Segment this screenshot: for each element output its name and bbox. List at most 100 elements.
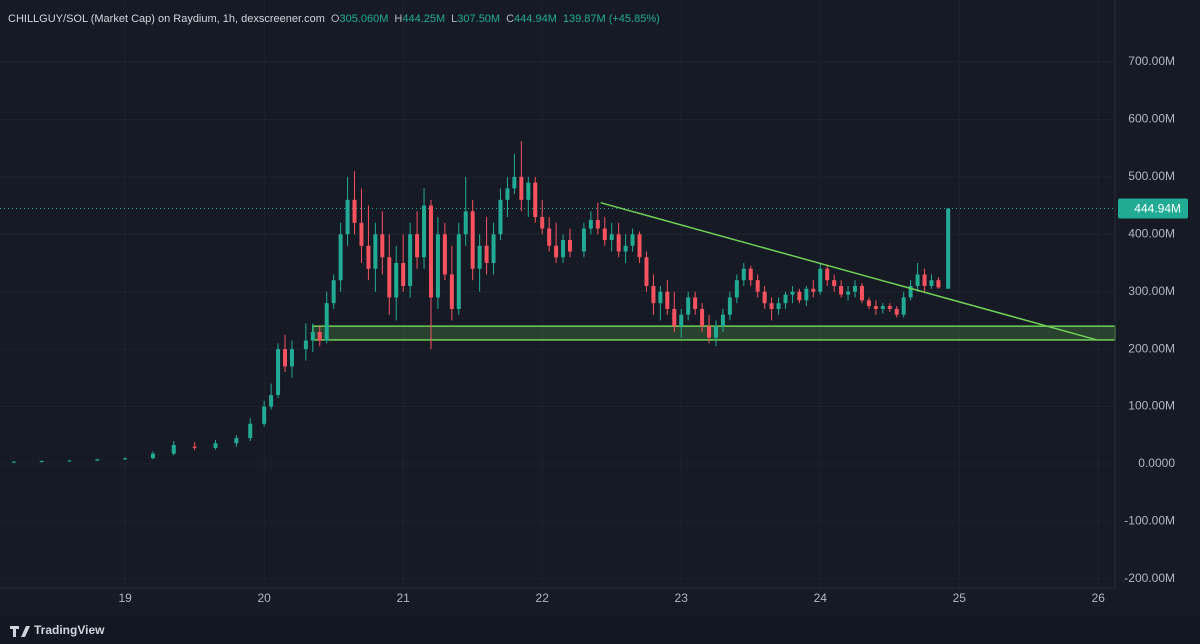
candle-body [463,211,468,235]
candle-body [456,234,461,309]
y-tick-label: 600.00M [1128,112,1175,126]
candle-body [317,331,322,341]
candle-body [644,257,649,286]
brand: TradingView [34,623,105,637]
legend-header: CHILLGUY/SOL (Market Cap) on Raydium, 1h… [8,13,660,25]
candle-body [269,395,274,407]
candle-body [11,461,16,463]
candle-body [387,257,392,298]
candle-body [540,217,545,229]
candle-body [484,245,489,263]
candle-body [519,176,524,200]
ohlc-key: O [330,13,340,25]
candle-body [880,306,885,309]
candle-body [588,219,593,229]
logo-mark [10,626,30,637]
candle-body [477,245,482,269]
candle-body [936,280,941,288]
candle-body [352,199,357,223]
candle-body [616,234,621,252]
candle-body [790,291,795,295]
candle-body [839,285,844,295]
x-tick-label: 25 [953,591,967,605]
x-tick-label: 26 [1092,591,1106,605]
y-tick-label: 700.00M [1128,54,1175,68]
y-tick-label: -200.00M [1124,571,1175,585]
candle-body [853,285,858,292]
y-tick-label: 0.0000 [1138,456,1175,470]
candle-body [866,300,871,307]
y-tick-label: 500.00M [1128,169,1175,183]
support-zone [312,325,1116,341]
candle-body [449,274,454,309]
candle-body [310,331,315,341]
candle-body [345,199,350,235]
ohlc-key: H [394,13,403,25]
candle-body [442,234,447,275]
ohlc-value: 307.50M [457,13,501,25]
candle-body [672,308,677,327]
candle-body [568,240,573,252]
x-tick-label: 23 [675,591,689,605]
brand-logo [10,626,30,637]
candle-body [832,280,837,286]
candle-body [234,438,239,444]
candle-body [776,303,781,309]
candle-body [150,453,155,459]
candle-body [804,288,809,301]
candle-body [929,280,934,286]
candle-body [470,211,475,269]
candle-body [283,349,288,367]
candle-body [762,291,767,304]
candle-body [679,314,684,327]
candle-body [901,297,906,315]
candle-body [686,297,691,315]
candle-body [324,303,329,341]
candle-body [331,280,336,304]
candle-body [887,306,892,309]
candle-body [422,205,427,258]
candle-body [609,234,614,241]
ohlc-key: C [506,13,515,25]
candle-body [554,245,559,258]
candle-body [755,280,760,292]
candle-body [630,234,635,246]
candle-body [623,245,628,252]
y-tick-label: -100.00M [1124,514,1175,528]
candle-body [505,188,510,200]
ohlc-value: 444.25M [402,13,446,25]
candle-body [39,461,44,463]
candle-body [734,280,739,298]
candle-body [394,262,399,298]
candle-body [581,228,586,252]
candle-body [637,234,642,258]
candle-body [741,268,746,281]
plot-area [0,141,1116,463]
candle-body [262,406,267,424]
candle-body [491,234,496,263]
candle-body [595,219,600,229]
candle-body [95,459,100,461]
candle-body [727,297,732,315]
candle-body [783,294,788,304]
y-tick-label: 200.00M [1128,341,1175,355]
candle-body [408,234,413,286]
y-tick-label: 300.00M [1128,284,1175,298]
candle-body [602,228,607,241]
candle-body [498,199,503,235]
candle-body [825,268,830,281]
candle-body [338,234,343,281]
candle-body [915,274,920,286]
candle-body [769,303,774,309]
candle-body [946,208,951,289]
candle-body [748,268,753,281]
candle-body [276,349,281,396]
y-tick-label: 100.00M [1128,399,1175,413]
candle-body [720,314,725,327]
x-tick-label: 19 [118,591,132,605]
candle-body [171,445,176,454]
candle-body [248,423,253,439]
candle-body [435,234,440,298]
